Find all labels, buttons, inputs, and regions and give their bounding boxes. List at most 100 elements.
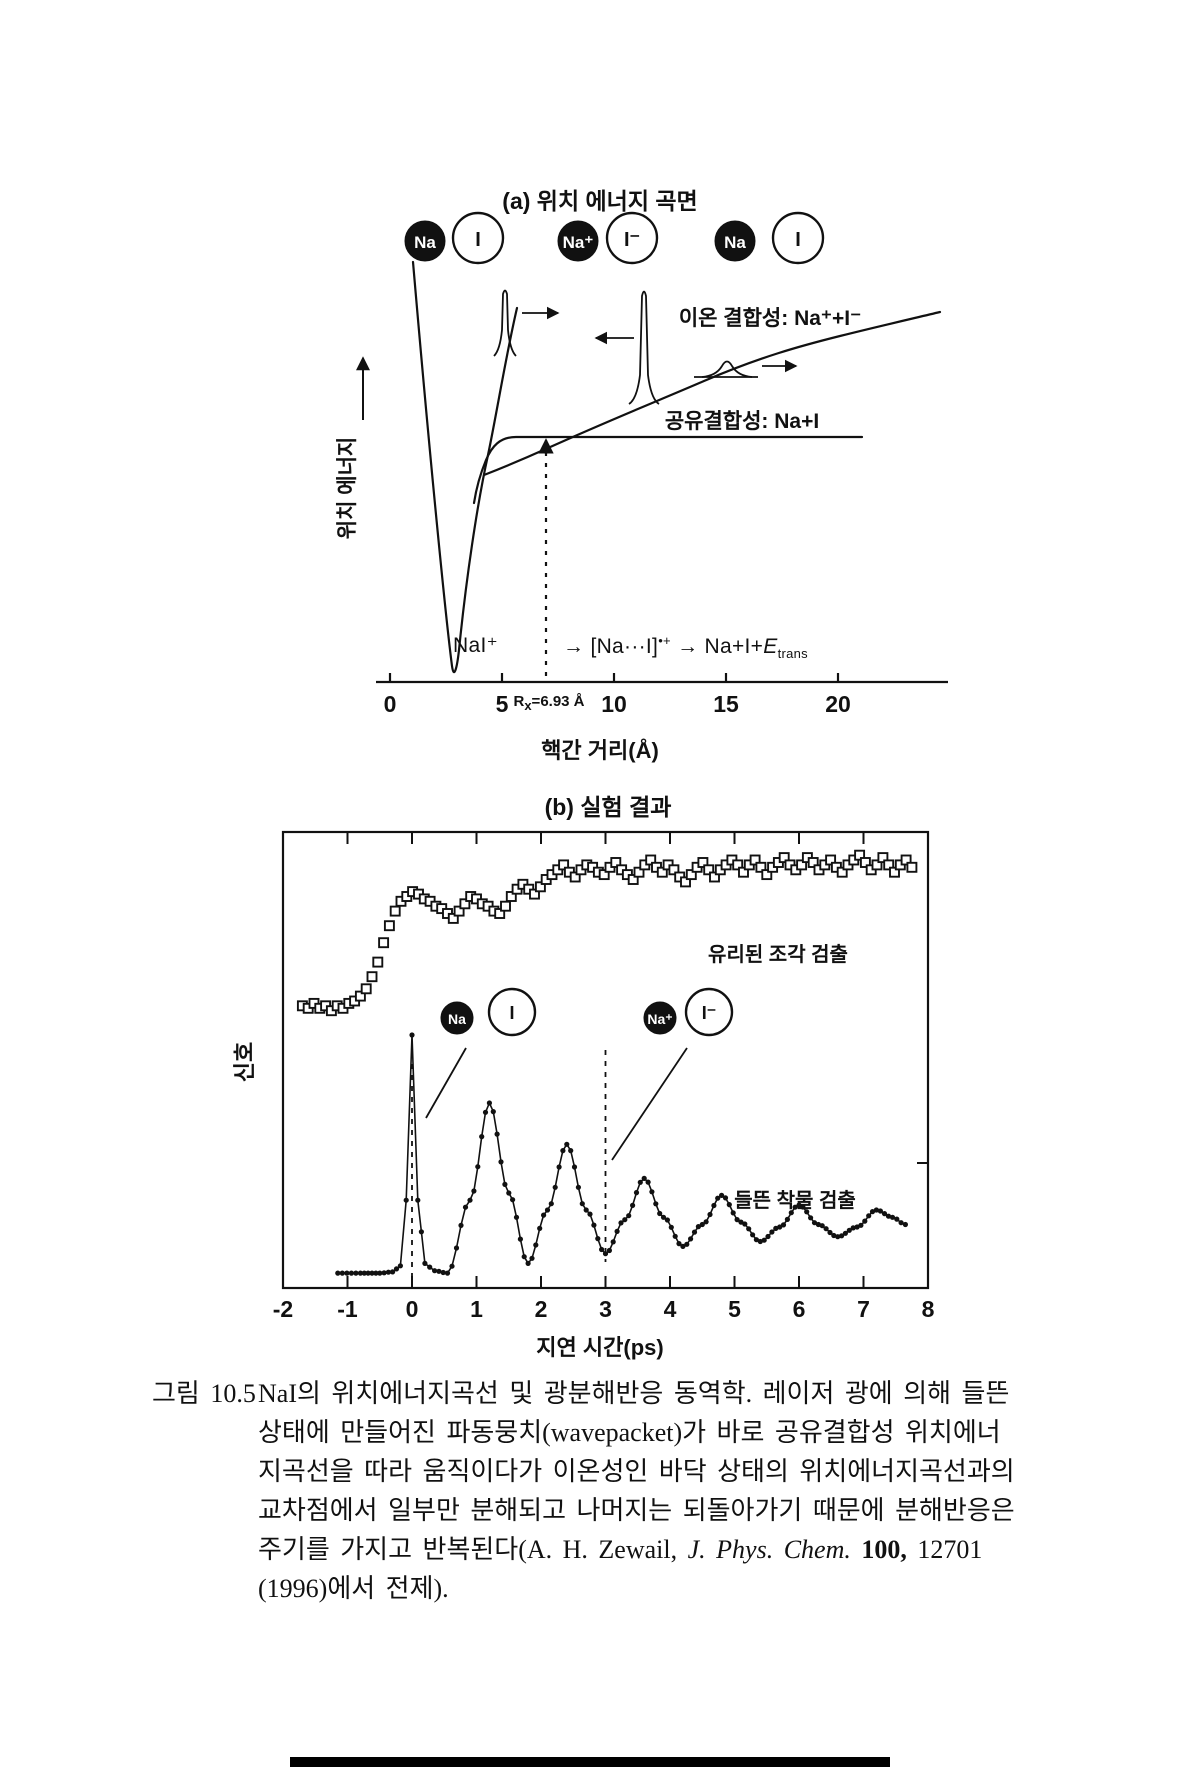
data-point-square <box>494 908 506 919</box>
caption-line: 주기를 가지고 반복된다(A. H. Zewail, J. Phys. Chem… <box>258 1535 983 1564</box>
data-point-dot <box>409 1032 415 1038</box>
caption-line: (1996)에서 전제). <box>258 1574 449 1603</box>
data-point-square <box>900 854 912 866</box>
data-point-dot <box>422 1260 428 1266</box>
data-point-square <box>598 869 610 881</box>
data-point-dot <box>800 1204 806 1210</box>
data-point-dot <box>719 1192 725 1198</box>
crossing-distance-label: Rx=6.93 Å <box>513 693 585 713</box>
iodide-label: I⁻ <box>624 229 640 251</box>
data-point-dot <box>788 1210 794 1216</box>
data-point-square <box>366 971 378 983</box>
data-point-square <box>685 869 697 881</box>
sodium-label: Na <box>448 1011 466 1027</box>
data-point-dot <box>339 1270 345 1276</box>
data-point-dot <box>688 1236 694 1242</box>
free-fragment-series-label: 유리된 조각 검출 <box>708 944 848 966</box>
a-x-tick-label: 0 <box>383 691 397 717</box>
data-point-dot <box>544 1207 551 1213</box>
b-x-tick-label: -2 <box>272 1296 294 1322</box>
data-point-dot <box>753 1237 760 1243</box>
data-point-dot <box>583 1207 589 1213</box>
data-point-dot <box>587 1211 593 1217</box>
data-point-dot <box>784 1216 791 1222</box>
data-point-square <box>836 866 848 878</box>
data-point-dot <box>835 1234 841 1240</box>
data-point-square <box>558 859 570 871</box>
b-molecule-pair-ionic: Na⁺ I⁻ <box>643 987 734 1037</box>
a-x-axis-ticks <box>388 673 840 682</box>
data-point-square <box>807 857 819 868</box>
data-point-dot <box>746 1226 752 1232</box>
data-point-dot <box>568 1148 574 1154</box>
data-point-dot <box>377 1270 383 1276</box>
a-x-tick-label: 20 <box>825 691 851 717</box>
data-point-dot <box>846 1227 852 1233</box>
data-point-dot <box>614 1228 620 1234</box>
b-x-tick-label: 2 <box>534 1296 548 1322</box>
data-point-dot <box>676 1241 682 1247</box>
data-point-dot <box>703 1219 709 1225</box>
data-point-dot <box>369 1270 375 1276</box>
data-point-square <box>697 857 709 868</box>
data-point-dot <box>873 1207 880 1213</box>
data-point-dot <box>680 1243 686 1249</box>
covalent-curve-label: 공유결합성: Na+I <box>664 410 820 433</box>
data-point-square <box>627 874 639 885</box>
data-point-square <box>883 859 895 871</box>
panel-b-experiment-plot: Na I Na⁺ I⁻ <box>281 830 930 1290</box>
data-point-square <box>447 912 459 924</box>
data-point-dot <box>537 1225 543 1231</box>
data-point-dot <box>556 1164 562 1170</box>
data-point-square <box>755 861 767 873</box>
caption-line: 교차점에서 일부만 분해되고 나머지는 되돌아가기 때문에 분해반응은 <box>258 1496 1015 1525</box>
data-point-dot <box>579 1201 585 1207</box>
data-point-dot <box>365 1270 371 1276</box>
data-point-dot <box>418 1229 424 1235</box>
data-point-dot <box>796 1202 802 1208</box>
data-point-square <box>389 905 401 917</box>
panel-a-title: (a) 위치 에너지 곡면 <box>502 188 698 214</box>
wavepacket-initial <box>493 289 517 357</box>
data-point-dot <box>427 1264 433 1270</box>
sodium-label: Na <box>414 233 436 252</box>
transition-complex: [Na···I] <box>590 635 659 658</box>
data-point-dot <box>881 1211 888 1217</box>
data-point-dot <box>348 1270 354 1276</box>
data-point-dot <box>707 1211 713 1218</box>
data-point-dot <box>839 1233 845 1239</box>
journal-name: J. Phys. Chem. <box>687 1535 851 1564</box>
caption-line: 상태에 만들어진 파동뭉치(wavepacket)가 바로 공유결합성 위치에너 <box>258 1418 1001 1447</box>
b-connector-ionic <box>611 1047 688 1161</box>
data-point-dot <box>831 1232 837 1239</box>
annotation-reactant: NaI⁺ <box>453 634 498 657</box>
data-point-square <box>709 871 720 883</box>
a-x-tick-label: 5 <box>495 691 509 717</box>
data-point-dot <box>823 1226 829 1232</box>
data-point-square <box>453 905 465 917</box>
data-point-dot <box>361 1270 367 1276</box>
data-point-dot <box>444 1270 451 1276</box>
data-point-dot <box>498 1159 504 1165</box>
figure-number: 그림 10.5 <box>152 1379 256 1408</box>
data-point-square <box>354 990 366 1002</box>
data-point-dot <box>657 1210 663 1217</box>
sodium-ion-label: Na⁺ <box>563 233 594 252</box>
data-point-dot <box>649 1189 655 1195</box>
data-point-dot <box>502 1181 508 1187</box>
wavepacket-tall <box>628 290 660 405</box>
data-point-dot <box>902 1221 909 1228</box>
a-y-axis-label: 위치 에너지 <box>336 436 359 540</box>
data-point-dot <box>889 1214 896 1220</box>
data-point-square <box>505 891 517 902</box>
panel-b-title: (b) 실험 결과 <box>544 794 672 820</box>
data-point-dot <box>819 1223 825 1229</box>
data-point-dot <box>827 1229 833 1236</box>
caption-line: 그림 10.5 NaI의 위치에너지곡선 및 광분해반응 동역학. 레이저 광에… <box>152 1374 1068 1413</box>
data-point-dot <box>344 1270 350 1276</box>
data-point-dot <box>458 1222 464 1228</box>
data-point-dot <box>610 1239 616 1245</box>
reaction-arrow: → <box>563 635 585 658</box>
iodine-label: I <box>509 1003 514 1023</box>
b-y-axis-label: 신호 <box>232 1041 257 1083</box>
